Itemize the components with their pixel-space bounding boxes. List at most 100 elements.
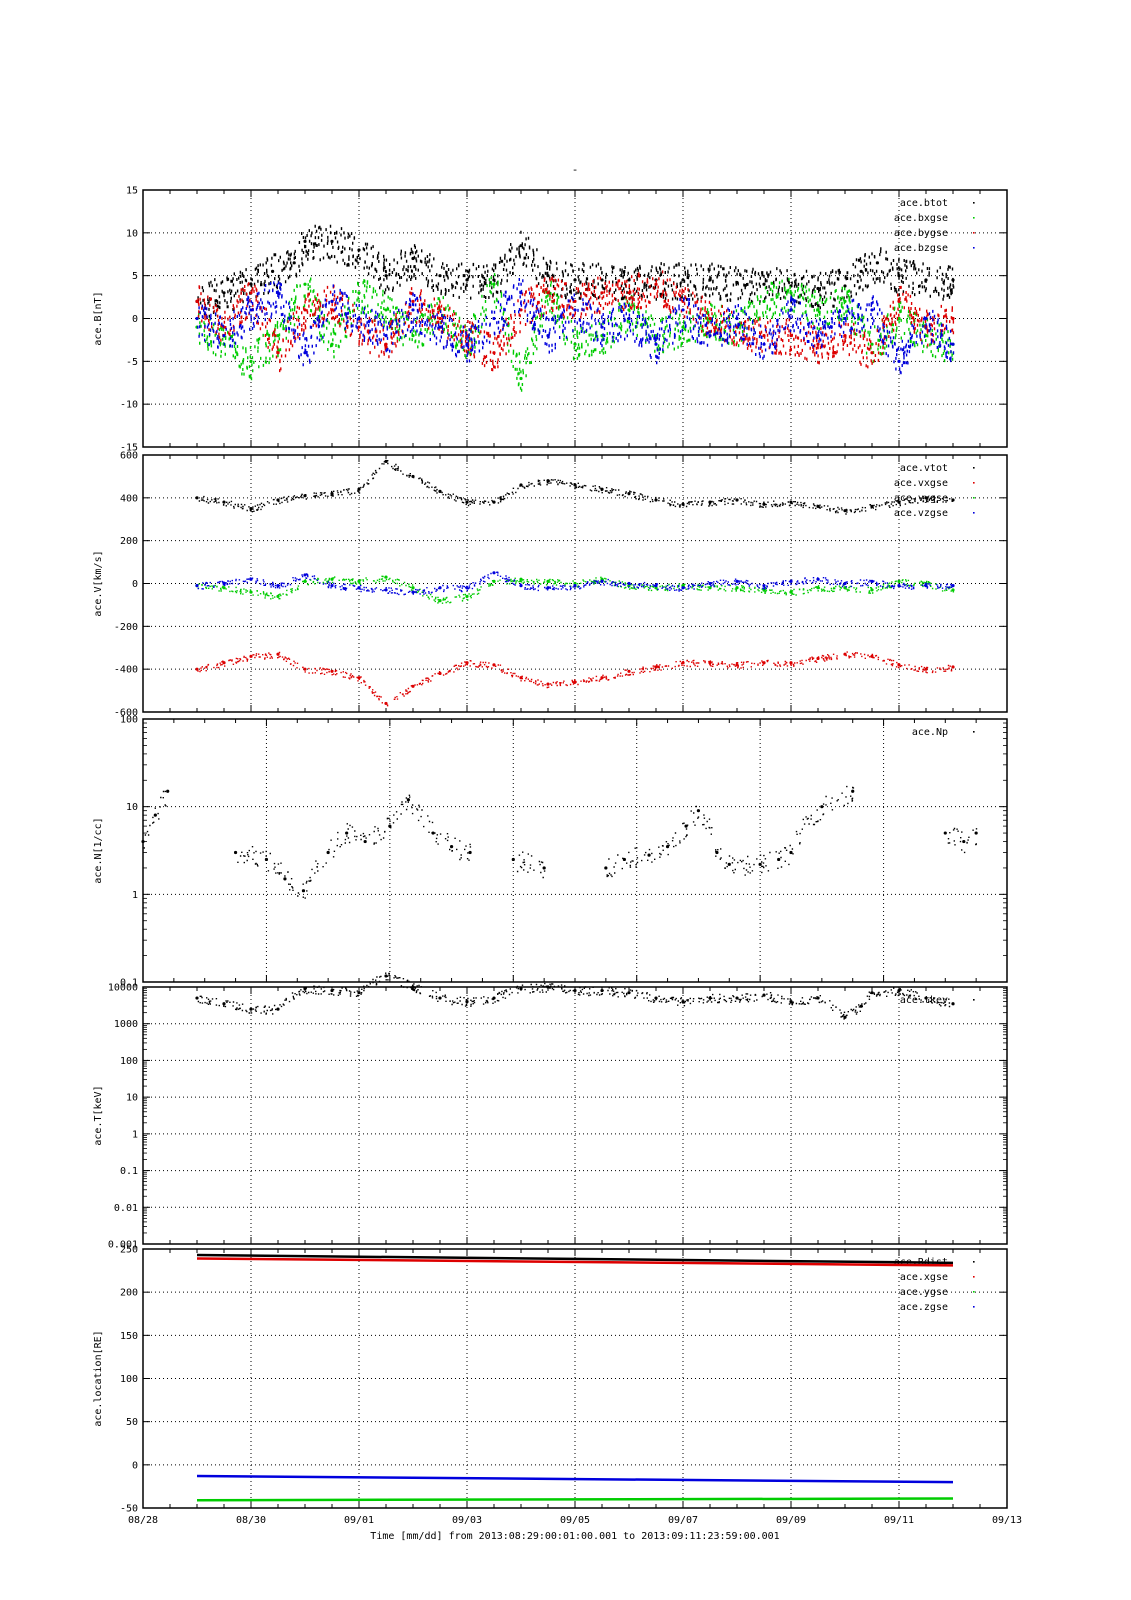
data-point <box>735 498 739 502</box>
legend-label: ace.zgse <box>900 1302 948 1313</box>
data-point <box>222 500 226 504</box>
legend-marker <box>973 1276 975 1278</box>
data-point <box>951 342 955 346</box>
legend-marker <box>973 232 975 234</box>
legend-label: ace.bxgse <box>894 213 948 224</box>
data-point <box>222 1002 226 1006</box>
data-point <box>897 359 901 363</box>
data-point <box>789 1000 793 1004</box>
data-point <box>411 590 415 594</box>
data-line <box>196 1497 954 1502</box>
data-point <box>222 661 226 665</box>
x-tick-label: 08/30 <box>236 1515 266 1526</box>
y-tick-label: 0.001 <box>108 1240 138 1251</box>
data-point <box>681 308 685 312</box>
data-point <box>573 988 577 993</box>
y-tick-label: -5 <box>126 357 138 368</box>
series-ace-zgse <box>196 1474 954 1484</box>
data-point <box>875 261 880 265</box>
data-point <box>870 308 874 312</box>
y-axis-label: ace.location[RE] <box>93 1330 104 1426</box>
data-point <box>974 831 978 835</box>
data-point <box>654 996 658 1000</box>
y-tick-label: -50 <box>120 1504 138 1515</box>
y-tick-label: 10000 <box>108 983 138 994</box>
data-point <box>816 286 820 291</box>
panel-V: -600 -400 -200 0 200 400 600 ace.V[km/s] ace.vto… <box>93 451 1008 719</box>
data-point <box>276 1007 280 1011</box>
series-ace-vxgse <box>195 651 955 707</box>
data-scatter <box>197 278 955 375</box>
panel-B: -15 -10 -5 0 5 10 15 ace.B[nT] ace.btot ace.bxgse… <box>93 186 1008 454</box>
legend-marker <box>973 999 975 1001</box>
data-point <box>622 857 626 862</box>
legend-label: ace.Np <box>912 727 948 738</box>
y-tick-label: 100 <box>120 1056 138 1067</box>
data-point <box>357 991 361 995</box>
data-point <box>388 824 392 828</box>
legend-marker <box>973 731 975 733</box>
y-axis-label: ace.T[keV] <box>93 1085 104 1145</box>
figure-title: - <box>572 163 579 176</box>
data-scatter <box>197 270 955 373</box>
y-tick-label: 10 <box>126 228 138 239</box>
data-point <box>195 316 199 321</box>
data-point <box>843 284 847 288</box>
data-point <box>330 584 334 588</box>
data-scatter <box>197 972 955 1020</box>
data-point <box>449 845 454 849</box>
data-scatter <box>197 575 955 604</box>
data-point <box>330 299 334 303</box>
data-point <box>195 496 199 500</box>
data-point <box>249 359 253 363</box>
data-scatter <box>198 459 953 515</box>
data-point <box>627 581 631 586</box>
data-point <box>363 839 367 844</box>
data-point <box>411 299 415 303</box>
data-scatter <box>197 273 954 392</box>
data-point <box>357 487 361 491</box>
data-point <box>303 579 307 583</box>
data-point <box>897 988 901 993</box>
legend-label: ace.xgse <box>900 1272 948 1283</box>
data-point <box>345 831 349 835</box>
data-point <box>249 654 253 658</box>
data-point <box>870 588 874 592</box>
data-point <box>357 291 361 295</box>
data-point <box>654 342 658 346</box>
data-point <box>870 351 874 355</box>
data-line <box>196 1474 954 1484</box>
data-point <box>897 584 901 588</box>
y-tick-label: 150 <box>120 1331 138 1342</box>
series-ace-xgse <box>196 1257 954 1267</box>
y-tick-label: -200 <box>114 622 138 633</box>
data-point <box>573 308 577 312</box>
legend-marker <box>973 497 975 499</box>
data-point <box>384 274 388 278</box>
legend-marker <box>973 467 975 469</box>
x-tick-label: 08/28 <box>128 1515 158 1526</box>
data-point <box>411 684 415 688</box>
data-point <box>600 278 604 282</box>
y-tick-label: 200 <box>120 1288 138 1299</box>
data-point <box>465 500 469 504</box>
data-point <box>600 988 604 993</box>
panel-location: -50 0 50 100 150 200 250 ace.location[RE] ace.Rd… <box>93 1245 1022 1527</box>
data-point <box>283 877 287 881</box>
legend-marker <box>973 1261 975 1263</box>
data-point <box>951 665 955 669</box>
data-point <box>943 831 947 835</box>
data-point <box>924 996 928 1000</box>
x-tick-label: 09/01 <box>344 1515 374 1526</box>
legend-label: ace.bzgse <box>894 243 948 254</box>
data-point <box>276 498 280 502</box>
data-point <box>696 809 701 813</box>
data-point <box>600 325 604 329</box>
data-point <box>384 701 388 706</box>
series-ace-vzgse <box>195 571 955 596</box>
y-tick-label: 0.1 <box>120 1166 138 1177</box>
data-point <box>859 269 863 273</box>
data-point <box>249 291 253 295</box>
series-ace-Rdist <box>196 1253 954 1265</box>
